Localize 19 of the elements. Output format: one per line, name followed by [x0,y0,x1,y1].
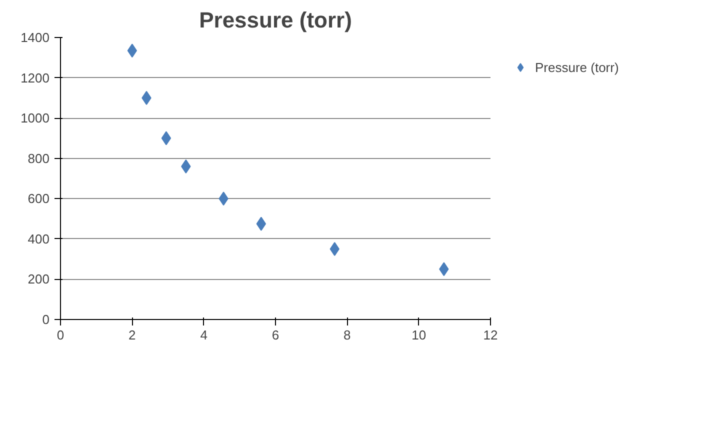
y-tick-label: 1000 [20,110,50,126]
chart-title: Pressure (torr) [199,8,352,32]
x-tick-label: 12 [483,328,498,342]
y-tick-label: 600 [28,191,50,206]
x-tick-label: 8 [344,328,351,342]
x-tick-label: 0 [56,328,64,342]
y-tick-label: 200 [28,272,50,287]
y-tick-label: 400 [28,231,50,246]
x-tick-label: 6 [272,328,280,342]
x-tick-label: 4 [200,328,208,342]
y-tick-label: 1200 [20,70,50,86]
x-tick-label: 2 [128,328,136,342]
x-tick-label: 10 [412,328,426,342]
y-tick-label: 1400 [20,30,50,45]
legend-label: Pressure (torr) [535,60,619,74]
y-tick-label: 0 [42,312,50,327]
y-tick-label: 800 [28,150,50,166]
point [330,242,340,256]
point [161,131,172,146]
